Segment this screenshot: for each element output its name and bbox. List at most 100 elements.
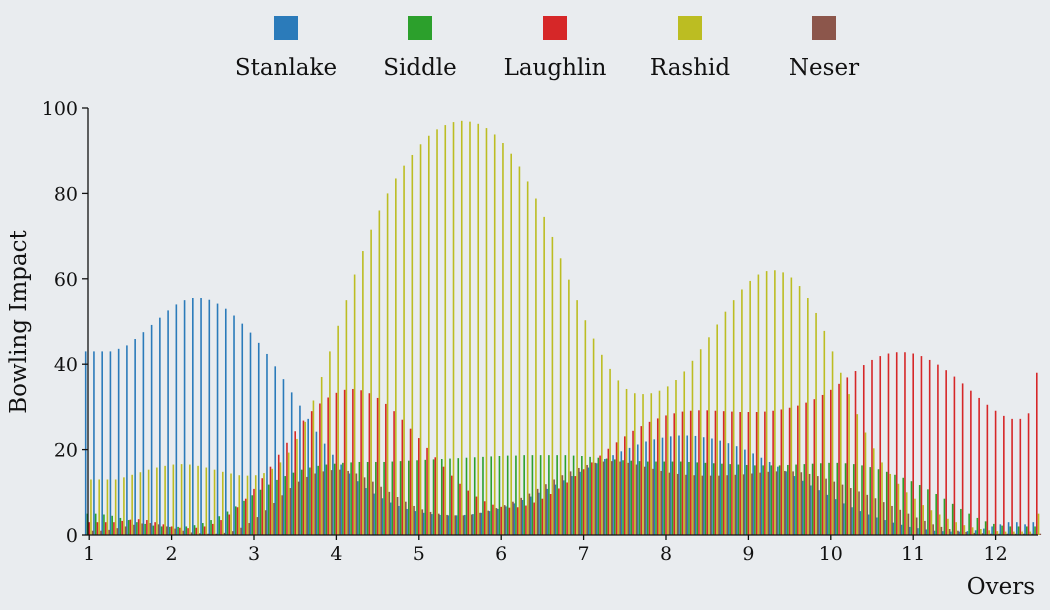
bar <box>231 531 234 535</box>
bar <box>236 507 239 535</box>
bar <box>793 476 796 535</box>
bar <box>259 489 262 535</box>
bar <box>533 502 535 535</box>
bar <box>669 436 672 535</box>
x-tick-label: 1 <box>83 543 95 565</box>
bar <box>945 370 947 535</box>
bar <box>366 461 369 535</box>
legend-item-siddle: Siddle <box>383 16 457 81</box>
bar <box>516 507 519 535</box>
bar <box>536 488 539 535</box>
bar <box>429 511 432 535</box>
bar <box>881 462 883 535</box>
bar <box>312 400 315 535</box>
bar <box>558 488 560 535</box>
bar <box>844 463 847 535</box>
bar <box>117 348 120 535</box>
bar <box>292 472 295 535</box>
bar <box>264 510 267 535</box>
bar <box>698 410 700 535</box>
bar <box>922 505 924 535</box>
bar <box>907 513 910 535</box>
bar <box>1016 522 1018 535</box>
bar <box>586 464 588 535</box>
bar <box>418 438 420 535</box>
bar <box>955 522 957 535</box>
bar <box>216 303 219 535</box>
bar <box>917 528 919 535</box>
bar <box>864 432 867 535</box>
bar <box>279 462 282 535</box>
bar <box>615 442 618 535</box>
bar <box>447 515 450 535</box>
bar <box>918 485 921 535</box>
bar <box>249 332 252 535</box>
bar <box>927 489 929 535</box>
bar <box>315 431 318 535</box>
bar <box>694 435 697 535</box>
bar <box>721 463 723 535</box>
bar <box>619 461 621 535</box>
bar <box>908 526 911 535</box>
bar <box>271 468 274 535</box>
bar <box>875 517 878 535</box>
bar <box>146 520 148 535</box>
bar <box>213 469 216 535</box>
legend-swatch <box>678 16 702 40</box>
bar <box>724 311 727 535</box>
bar <box>444 125 447 535</box>
bar <box>113 522 115 535</box>
bar <box>470 514 473 535</box>
bar <box>162 524 165 535</box>
bar <box>500 506 502 535</box>
bar <box>319 403 321 535</box>
bar <box>253 488 255 535</box>
bar <box>502 143 504 535</box>
bar <box>545 484 547 535</box>
bar <box>957 530 959 535</box>
bar <box>970 390 972 535</box>
y-tick-label: 20 <box>54 440 78 462</box>
bar <box>479 512 481 535</box>
bar <box>797 405 799 535</box>
bar <box>905 492 908 535</box>
bar <box>480 512 483 535</box>
bar <box>681 411 684 535</box>
bar <box>325 464 328 535</box>
bar <box>299 405 301 535</box>
bar <box>449 458 451 535</box>
bar <box>190 532 193 535</box>
x-tick-label: 3 <box>248 543 260 565</box>
bar <box>678 435 680 535</box>
bar <box>177 526 179 535</box>
bar <box>925 529 927 535</box>
bar <box>633 393 636 535</box>
bar <box>477 123 480 536</box>
bar <box>638 461 641 535</box>
bar <box>150 324 153 535</box>
bar <box>872 448 875 535</box>
bar <box>589 456 591 535</box>
bar <box>910 481 913 535</box>
bar <box>108 529 110 535</box>
bar <box>485 128 488 535</box>
bar <box>735 446 738 535</box>
bar <box>727 443 730 535</box>
bar <box>920 356 923 535</box>
bar <box>363 477 366 535</box>
bar <box>124 526 127 535</box>
bar <box>340 464 342 535</box>
bar <box>193 525 196 535</box>
bar <box>808 473 811 535</box>
bar <box>413 505 415 535</box>
bar <box>126 345 128 535</box>
bar <box>187 528 189 535</box>
bar <box>751 473 753 535</box>
bar <box>696 462 699 535</box>
bar <box>389 502 392 535</box>
bar <box>1001 525 1003 535</box>
bar <box>167 310 169 535</box>
bar <box>274 366 277 535</box>
bar <box>755 412 758 535</box>
bar <box>826 494 829 535</box>
